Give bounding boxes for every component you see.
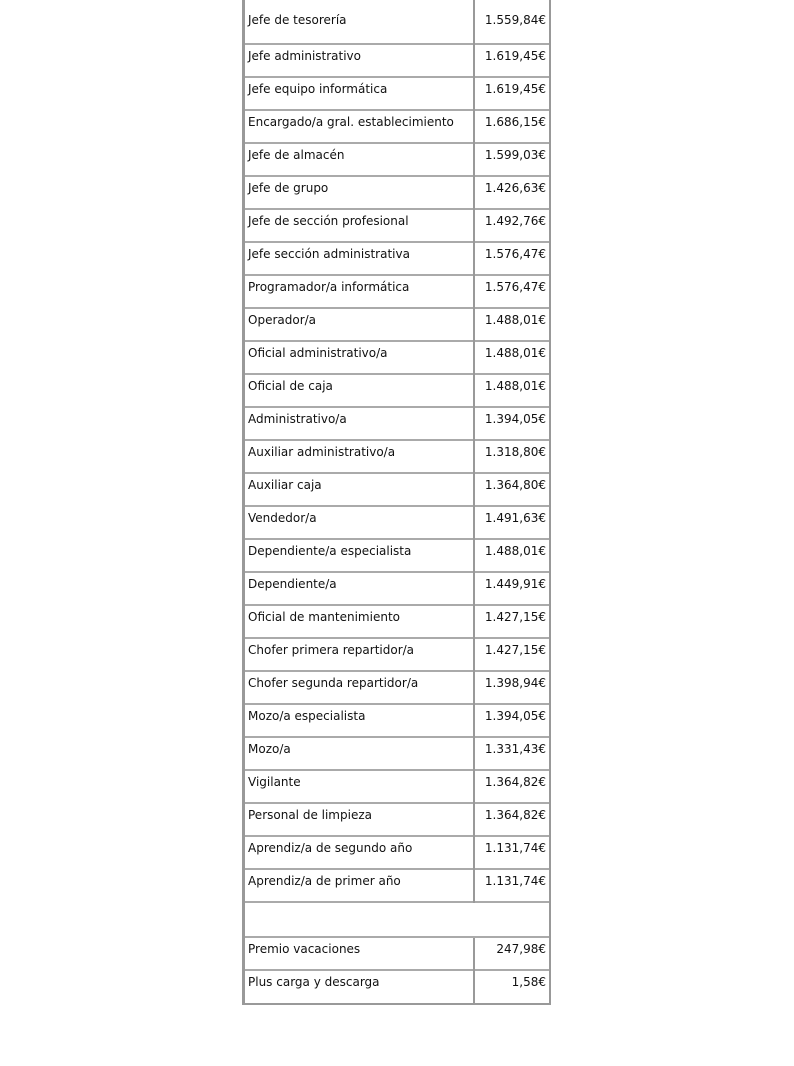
category-cell: Vendedor/a [245, 505, 474, 539]
salary-cell: 1.364,82€ [473, 769, 549, 803]
category-cell: Aprendiz/a de segundo año [245, 835, 474, 869]
salary-cell: 1.131,74€ [473, 835, 549, 869]
table-row: Administrativo/a 1.394,05€ [245, 406, 549, 440]
table-row: Dependiente/a 1.449,91€ [245, 571, 549, 605]
table-row: Aprendiz/a de segundo año 1.131,74€ [245, 835, 549, 869]
table-row: Jefe de almacén 1.599,03€ [245, 142, 549, 176]
salary-cell: 1.576,47€ [473, 241, 549, 275]
category-cell: Jefe de almacén [245, 142, 474, 176]
salary-cell: 1.488,01€ [473, 538, 549, 572]
salary-cell: 1.449,91€ [473, 571, 549, 605]
salary-cell: 1.318,80€ [473, 439, 549, 473]
salary-table: Jefe de tesorería 1.559,84€ Jefe administr… [245, 0, 549, 1003]
category-cell: Premio vacaciones [245, 936, 474, 970]
salary-cell: 1.398,94€ [473, 670, 549, 704]
table-row: Oficial de caja 1.488,01€ [245, 373, 549, 407]
salary-cell: 1.426,63€ [473, 175, 549, 209]
table-row: Jefe de sección profesional 1.492,76€ [245, 208, 549, 242]
salary-cell: 1.427,15€ [473, 637, 549, 671]
table-row: Premio vacaciones 247,98€ [245, 936, 549, 970]
category-cell: Auxiliar administrativo/a [245, 439, 474, 473]
salary-cell: 1.576,47€ [473, 274, 549, 308]
salary-cell: 1.619,45€ [473, 43, 549, 77]
salary-table-container: Jefe de tesorería 1.559,84€ Jefe administr… [242, 0, 551, 1005]
category-cell: Oficial de caja [245, 373, 474, 407]
category-cell: Dependiente/a especialista [245, 538, 474, 572]
category-cell: Chofer segunda repartidor/a [245, 670, 474, 704]
table-row: Plus carga y descarga 1,58€ [245, 969, 549, 1003]
category-cell: Jefe de grupo [245, 175, 474, 209]
category-cell: Vigilante [245, 769, 474, 803]
category-cell: Jefe equipo informática [245, 76, 474, 110]
table-row: Chofer segunda repartidor/a 1.398,94€ [245, 670, 549, 704]
category-cell: Administrativo/a [245, 406, 474, 440]
salary-cell: 1.394,05€ [473, 703, 549, 737]
salary-cell: 1.364,82€ [473, 802, 549, 836]
salary-cell: 1.488,01€ [473, 373, 549, 407]
category-cell: Encargado/a gral. establecimiento [245, 109, 474, 143]
category-cell: Jefe sección administrativa [245, 241, 474, 275]
category-cell: Plus carga y descarga [245, 969, 474, 1003]
salary-cell: 1.364,80€ [473, 472, 549, 506]
salary-cell: 1.488,01€ [473, 307, 549, 341]
category-cell: Programador/a informática [245, 274, 474, 308]
salary-cell: 1.491,63€ [473, 505, 549, 539]
table-row: Mozo/a 1.331,43€ [245, 736, 549, 770]
table-row: Jefe de tesorería 1.559,84€ [245, 0, 549, 44]
salary-cell: 1.492,76€ [473, 208, 549, 242]
category-cell: Operador/a [245, 307, 474, 341]
category-cell: Mozo/a [245, 736, 474, 770]
category-cell: Jefe de sección profesional [245, 208, 474, 242]
category-cell: Chofer primera repartidor/a [245, 637, 474, 671]
table-row: Jefe administrativo 1.619,45€ [245, 43, 549, 77]
salary-cell: 247,98€ [473, 936, 549, 970]
category-cell: Dependiente/a [245, 571, 474, 605]
category-cell: Mozo/a especialista [245, 703, 474, 737]
table-row: Encargado/a gral. establecimiento 1.686,1… [245, 109, 549, 143]
table-row: Auxiliar caja 1.364,80€ [245, 472, 549, 506]
category-cell: Auxiliar caja [245, 472, 474, 506]
table-row: Auxiliar administrativo/a 1.318,80€ [245, 439, 549, 473]
salary-cell: 1.331,43€ [473, 736, 549, 770]
table-row: Personal de limpieza 1.364,82€ [245, 802, 549, 836]
category-cell: Oficial administrativo/a [245, 340, 474, 374]
table-row: Aprendiz/a de primer año 1.131,74€ [245, 868, 549, 902]
category-cell: Jefe de tesorería [248, 13, 347, 27]
table-row: Jefe equipo informática 1.619,45€ [245, 76, 549, 110]
table-row: Mozo/a especialista 1.394,05€ [245, 703, 549, 737]
table-row: Oficial de mantenimiento 1.427,15€ [245, 604, 549, 638]
table-row: Vigilante 1.364,82€ [245, 769, 549, 803]
salary-cell: 1.686,15€ [473, 109, 549, 143]
table-row: Jefe sección administrativa 1.576,47€ [245, 241, 549, 275]
table-row: Dependiente/a especialista 1.488,01€ [245, 538, 549, 572]
spacer-row [245, 901, 549, 937]
empty-cell [245, 901, 549, 937]
category-cell: Aprendiz/a de primer año [245, 868, 474, 902]
salary-cell: 1.599,03€ [473, 142, 549, 176]
salary-cell: 1,58€ [473, 969, 549, 1003]
table-row: Operador/a 1.488,01€ [245, 307, 549, 341]
table-row: Programador/a informática 1.576,47€ [245, 274, 549, 308]
table-row: Chofer primera repartidor/a 1.427,15€ [245, 637, 549, 671]
table-row: Jefe de grupo 1.426,63€ [245, 175, 549, 209]
salary-cell: 1.488,01€ [473, 340, 549, 374]
category-cell: Oficial de mantenimiento [245, 604, 474, 638]
table-row: Vendedor/a 1.491,63€ [245, 505, 549, 539]
salary-cell: 1.131,74€ [473, 868, 549, 902]
salary-cell: 1.394,05€ [473, 406, 549, 440]
salary-cell: 1.427,15€ [473, 604, 549, 638]
category-cell: Jefe administrativo [245, 43, 474, 77]
salary-cell: 1.619,45€ [473, 76, 549, 110]
category-cell: Personal de limpieza [245, 802, 474, 836]
table-row: Oficial administrativo/a 1.488,01€ [245, 340, 549, 374]
salary-cell: 1.559,84€ [473, 0, 549, 44]
